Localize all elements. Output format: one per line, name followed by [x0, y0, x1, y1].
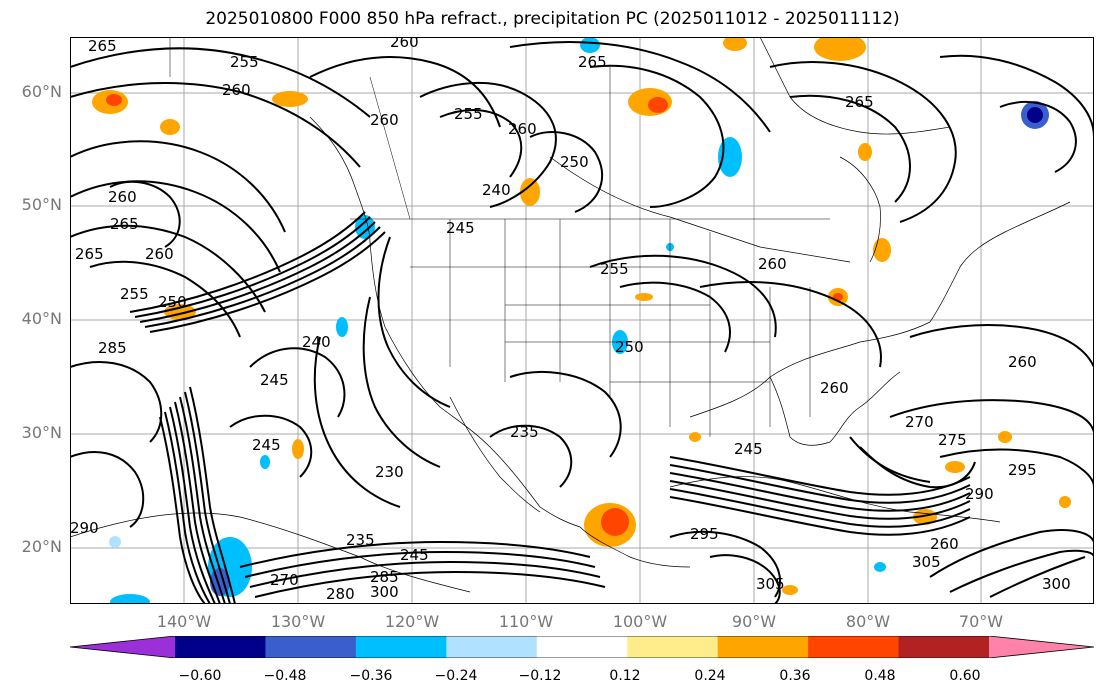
contour-label: 285	[98, 339, 127, 357]
contour-label: 255	[120, 285, 149, 303]
contour-label: 240	[482, 181, 511, 199]
contour-label: 265	[578, 53, 607, 71]
contour-label: 250	[615, 338, 644, 356]
colorbar-tick: −0.24	[434, 668, 478, 684]
contour-label: 265	[88, 37, 117, 55]
lat-label-20n: 20°N	[21, 537, 62, 556]
precip-shading	[92, 37, 1071, 604]
colorbar-segment	[446, 636, 538, 658]
contour-label: 250	[560, 153, 589, 171]
contour-label: 265	[110, 215, 139, 233]
lon-label-120w: 120°W	[384, 612, 440, 631]
lon-label-100w: 100°W	[612, 612, 668, 631]
contour-label: 245	[252, 436, 281, 454]
contour-label: 295	[1008, 461, 1037, 479]
map-panel: 265 260 255 260 265 260 255 260 250 240 …	[70, 37, 1094, 604]
colorbar-tick: −0.48	[263, 668, 307, 684]
contour-label: 305	[912, 553, 941, 571]
contour-label: 245	[446, 219, 475, 237]
contour-label: 245	[400, 546, 429, 564]
contour-label: 260	[108, 188, 137, 206]
colorbar-segment	[989, 636, 1094, 658]
colorbar-segment	[808, 636, 900, 658]
contour-label: 300	[370, 583, 399, 601]
contour-label: 260	[758, 255, 787, 273]
contour-label: 260	[390, 37, 419, 51]
colorbar-tick: −0.60	[178, 668, 222, 684]
lat-label-50n: 50°N	[21, 195, 62, 214]
colorbar-tick: −0.12	[518, 668, 562, 684]
lon-label-130w: 130°W	[270, 612, 326, 631]
lon-label-90w: 90°W	[731, 612, 777, 631]
lon-label-80w: 80°W	[845, 612, 891, 631]
contour-label: 245	[734, 440, 763, 458]
colorbar-tick: −0.36	[349, 668, 393, 684]
colorbar-segment	[355, 636, 447, 658]
colorbar-tick: 0.36	[779, 668, 811, 684]
lat-label-60n: 60°N	[21, 82, 62, 101]
colorbar-tick: 0.12	[609, 668, 641, 684]
contour-label: 250	[158, 293, 187, 311]
contour-label: 265	[75, 245, 104, 263]
contour-label: 290	[70, 519, 99, 537]
contour-label: 260	[508, 120, 537, 138]
contour-label: 280	[326, 585, 355, 603]
contour-label: 300	[1042, 575, 1071, 593]
lat-label-30n: 30°N	[21, 423, 62, 442]
colorbar-segment	[898, 636, 990, 658]
colorbar-tick: 0.48	[864, 668, 896, 684]
contour-label: 290	[965, 485, 994, 503]
contour-label: 260	[1008, 353, 1037, 371]
contour-labels: 265 260 255 260 265 260 255 260 250 240 …	[70, 37, 1071, 603]
contour-label: 255	[454, 105, 483, 123]
chart-title: 2025010800 F000 850 hPa refract., precip…	[205, 9, 900, 29]
colorbar	[70, 636, 1094, 658]
lon-label-140w: 140°W	[156, 612, 212, 631]
contour-label: 275	[938, 431, 967, 449]
lon-label-110w: 110°W	[498, 612, 554, 631]
contour-label: 235	[510, 423, 539, 441]
colorbar-segment	[175, 636, 266, 658]
admin-borders	[169, 37, 830, 437]
contour-label: 260	[222, 81, 251, 99]
contour-label: 260	[930, 535, 959, 553]
contour-label: 285	[370, 568, 399, 586]
lat-label-40n: 40°N	[21, 309, 62, 328]
refractivity-contours	[70, 41, 1094, 604]
colorbar-segment	[265, 636, 357, 658]
contour-label: 260	[145, 245, 174, 263]
coastlines	[70, 37, 1071, 593]
contour-label: 235	[346, 531, 375, 549]
colorbar-segment	[717, 636, 809, 658]
contour-label: 245	[260, 371, 289, 389]
contour-label: 305	[756, 575, 785, 593]
colorbar-segment	[70, 636, 175, 658]
colorbar-tick: 0.24	[694, 668, 726, 684]
contour-label: 255	[600, 260, 629, 278]
contour-label: 260	[820, 379, 849, 397]
colorbar-segment	[536, 636, 628, 658]
contour-label: 260	[370, 111, 399, 129]
contour-label: 295	[690, 525, 719, 543]
colorbar-tick: 0.60	[949, 668, 981, 684]
lon-label-70w: 70°W	[958, 612, 1004, 631]
contour-label: 270	[270, 571, 299, 589]
colorbar-segment	[627, 636, 719, 658]
contour-label: 240	[302, 333, 331, 351]
contour-label: 270	[905, 413, 934, 431]
contour-label: 265	[845, 93, 874, 111]
contour-label: 230	[375, 463, 404, 481]
contour-label: 255	[230, 53, 259, 71]
